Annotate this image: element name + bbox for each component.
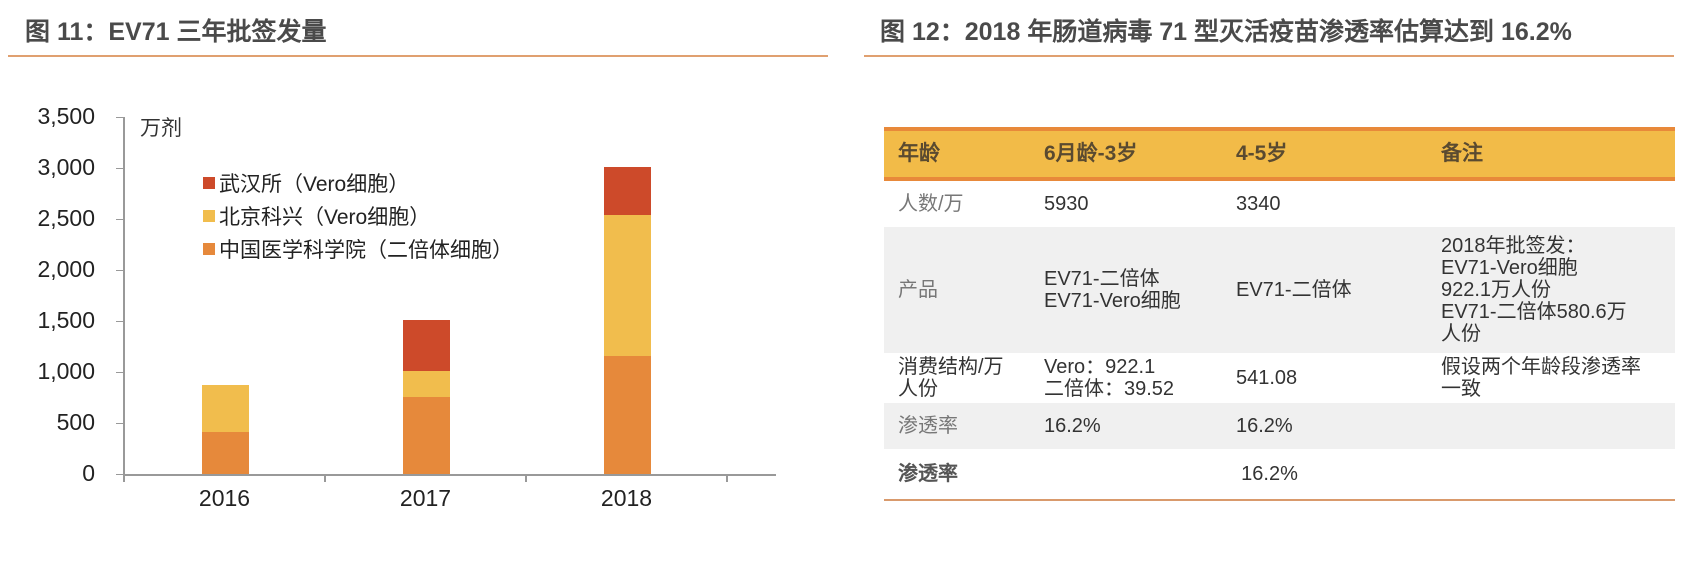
figure-11-title: 图 11：EV71 三年批签发量 <box>25 18 327 46</box>
bar-segment <box>201 431 249 474</box>
bar-segment <box>603 166 651 215</box>
legend-swatch-icon <box>203 242 215 255</box>
y-tick <box>116 117 124 118</box>
legend-item: 北京科兴（Vero细胞） <box>203 199 513 232</box>
y-tick-label: 3,500 <box>37 103 95 129</box>
summary-label: 渗透率 <box>898 463 958 485</box>
bar-segment <box>201 384 249 432</box>
row-label: 渗透率 <box>898 415 958 437</box>
summary-value: 16.2% <box>1241 463 1298 485</box>
table-cell: 3340 <box>1236 193 1281 215</box>
header-cell: 备注 <box>1441 142 1483 165</box>
figure-12-title: 图 12：2018 年肠道病毒 71 型灭活疫苗渗透率估算达到 16.2% <box>880 18 1572 46</box>
table-bottom-rule <box>884 499 1675 501</box>
table-cell: 2018年批签发： EV71-Vero细胞 922.1万人份 EV71-二倍体5… <box>1441 235 1627 345</box>
y-tick-label: 3,000 <box>37 154 95 180</box>
x-tick-label: 2017 <box>399 485 452 511</box>
y-tick-label: 1,000 <box>37 358 95 384</box>
legend-swatch-icon <box>203 176 215 189</box>
y-tick-label: 500 <box>56 409 95 435</box>
x-tick <box>525 474 527 482</box>
table-cell: Vero：922.1 二倍体：39.52 <box>1044 356 1175 400</box>
x-axis <box>123 474 776 476</box>
x-tick-label: 2016 <box>198 485 251 511</box>
x-tick <box>726 474 728 482</box>
title-divider <box>864 55 1674 57</box>
stacked-bar-chart: 0 500 1,000 1,500 2,000 2,500 3,000 3,500 2016 2… <box>0 70 840 572</box>
bar-segment <box>603 355 651 474</box>
legend-label: 武汉所（Vero细胞） <box>219 172 410 196</box>
legend-item: 中国医学科学院（二倍体细胞） <box>203 232 513 265</box>
y-tick <box>116 168 124 169</box>
title-divider <box>8 55 828 57</box>
table-row: 产品 EV71-二倍体 EV71-Vero细胞 EV71-二倍体 2018年批签… <box>884 227 1675 353</box>
bar-segment <box>402 396 450 474</box>
row-label: 产品 <box>898 279 938 301</box>
y-unit-label: 万剂 <box>140 117 182 140</box>
bar-segment <box>402 319 450 371</box>
table-cell: 5930 <box>1044 193 1089 215</box>
legend-label: 中国医学科学院（二倍体细胞） <box>219 238 513 262</box>
y-tick-label: 1,500 <box>37 307 95 333</box>
table-cell: 541.08 <box>1236 367 1298 389</box>
y-tick <box>116 423 124 424</box>
bar-segment <box>603 214 651 356</box>
table-cell: EV71-二倍体 EV71-Vero细胞 <box>1044 268 1181 312</box>
table-cell: 16.2% <box>1236 415 1293 437</box>
legend-swatch-icon <box>203 209 215 222</box>
summary-row: 渗透率 16.2% <box>884 449 1675 499</box>
y-tick <box>116 372 124 373</box>
row-label: 消费结构/万 人份 <box>898 356 1004 400</box>
table-row: 人数/万 5930 3340 <box>884 181 1675 227</box>
y-tick <box>116 219 124 220</box>
row-label: 人数/万 <box>898 193 964 215</box>
x-tick <box>324 474 326 482</box>
y-tick-label: 0 <box>82 460 95 486</box>
x-tick <box>123 474 125 482</box>
bar-segment <box>402 370 450 397</box>
y-tick <box>116 270 124 271</box>
table-row: 消费结构/万 人份 Vero：922.1 二倍体：39.52 541.08 假设… <box>884 353 1675 403</box>
y-tick-label: 2,000 <box>37 256 95 282</box>
legend-item: 武汉所（Vero细胞） <box>203 166 513 199</box>
y-tick <box>116 321 124 322</box>
header-cell: 6月龄-3岁 <box>1044 142 1138 165</box>
chart-legend: 武汉所（Vero细胞） 北京科兴（Vero细胞） 中国医学科学院（二倍体细胞） <box>203 166 513 265</box>
table-cell: EV71-二倍体 <box>1236 279 1352 301</box>
table-cell: 假设两个年龄段渗透率 一致 <box>1441 356 1641 400</box>
y-tick-label: 2,500 <box>37 205 95 231</box>
legend-label: 北京科兴（Vero细胞） <box>219 205 431 229</box>
y-axis <box>123 117 125 475</box>
penetration-table: 年龄 6月龄-3岁 4-5岁 备注 人数/万 5930 3340 产品 EV71… <box>884 127 1675 501</box>
header-cell: 4-5岁 <box>1236 142 1288 165</box>
table-cell: 16.2% <box>1044 415 1101 437</box>
table-header-row: 年龄 6月龄-3岁 4-5岁 备注 <box>884 127 1675 181</box>
x-tick-label: 2018 <box>600 485 653 511</box>
header-cell: 年龄 <box>898 142 940 165</box>
y-tick <box>116 474 124 475</box>
table-row: 渗透率 16.2% 16.2% <box>884 403 1675 449</box>
